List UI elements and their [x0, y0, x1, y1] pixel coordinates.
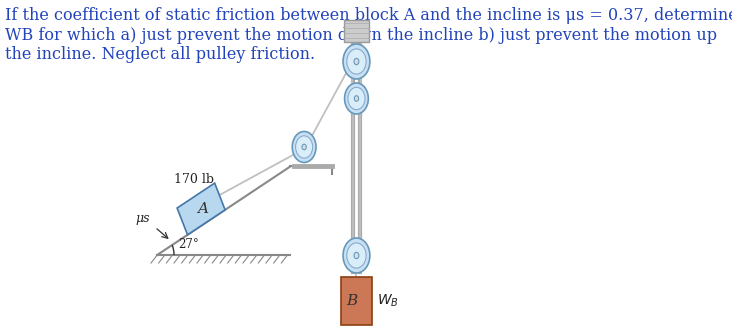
- Polygon shape: [177, 183, 225, 235]
- Text: If the coefficient of static friction between block A and the incline is μs = 0.: If the coefficient of static friction be…: [5, 7, 732, 63]
- Text: $W_B$: $W_B$: [377, 293, 399, 309]
- Circle shape: [343, 44, 370, 79]
- Circle shape: [292, 131, 316, 163]
- Circle shape: [302, 144, 306, 150]
- Circle shape: [347, 49, 366, 74]
- Circle shape: [354, 96, 359, 101]
- Circle shape: [354, 58, 359, 65]
- Text: B: B: [346, 294, 357, 308]
- Text: A: A: [197, 202, 208, 216]
- Circle shape: [347, 243, 366, 268]
- Text: μs: μs: [135, 212, 149, 225]
- Bar: [341, 277, 372, 325]
- Circle shape: [296, 136, 313, 158]
- Circle shape: [345, 83, 368, 114]
- Bar: [344, 20, 369, 42]
- Circle shape: [348, 87, 365, 110]
- Text: 170 lb: 170 lb: [173, 173, 214, 186]
- Text: 27°: 27°: [178, 238, 198, 251]
- Circle shape: [343, 238, 370, 273]
- Circle shape: [354, 252, 359, 259]
